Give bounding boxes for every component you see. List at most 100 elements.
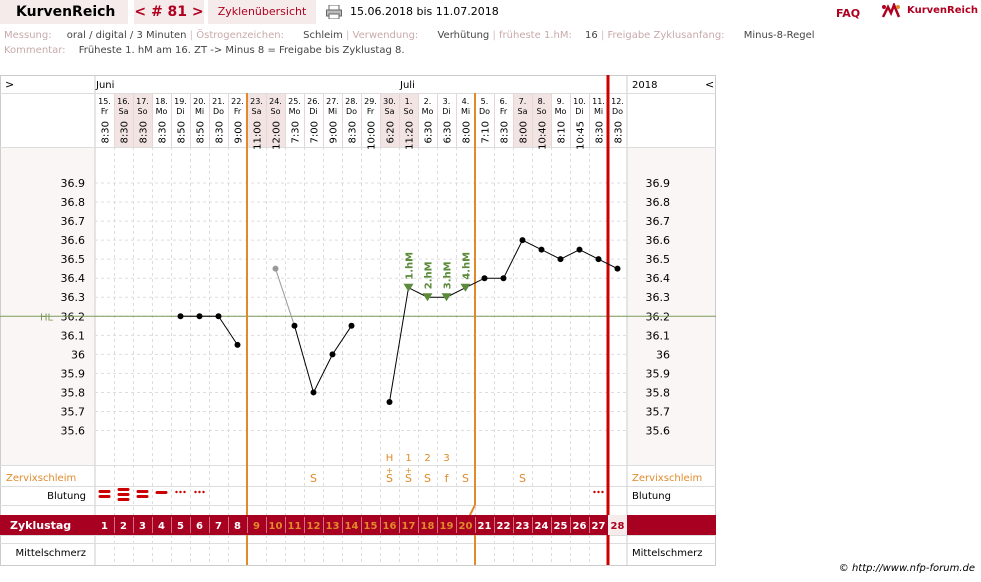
zervix-plus: + — [405, 466, 412, 475]
bleeding-stark — [98, 490, 111, 498]
cycle-day-number: 27 — [592, 521, 606, 532]
freigabe-label: Freigabe Zyklusanfang: — [607, 30, 725, 41]
y-tick-label-right: 36.6 — [646, 234, 671, 247]
day-weekday: Mo — [422, 107, 434, 116]
y-tick-label: 36.3 — [61, 291, 86, 304]
day-weekday: Fr — [367, 107, 375, 116]
day-time: 7:10 — [481, 121, 492, 143]
blutung-label: Blutung — [47, 491, 86, 502]
mittelschmerz-label-right: Mittelschmerz — [632, 548, 702, 559]
temperature-point — [291, 322, 298, 329]
cycle-day-number: 25 — [554, 521, 568, 532]
day-date: 6. — [500, 97, 508, 106]
cycle-day-number: 5 — [177, 521, 184, 532]
y-tick-label-right: 35.9 — [646, 367, 671, 380]
oestrogen-label: Östrogenzeichen: — [196, 30, 284, 41]
cycle-overview-link[interactable]: Zyklenübersicht — [208, 0, 316, 24]
day-time: 8:30 — [614, 121, 625, 143]
verwendung-label: Verwendung: — [352, 30, 419, 41]
peak-code: H — [386, 453, 394, 464]
day-date: 3. — [443, 97, 451, 106]
day-weekday: Sa — [385, 107, 395, 116]
verwendung-value: Verhütung — [437, 30, 490, 41]
day-date: 23. — [250, 97, 263, 106]
zervix-code: S — [405, 472, 412, 485]
day-date: 25. — [288, 97, 301, 106]
temperature-line — [294, 325, 352, 394]
cycle-navigation[interactable]: < # 81 > — [134, 0, 204, 24]
day-date: 28. — [345, 97, 358, 106]
day-date: 16. — [117, 97, 130, 106]
y-tick-label-right: 36.1 — [646, 329, 671, 342]
temperature-point — [272, 265, 279, 272]
day-date: 2. — [424, 97, 432, 106]
day-time: 8:30 — [500, 121, 511, 143]
day-time: 10:40 — [538, 121, 549, 150]
kommentar-value: Früheste 1. hM am 16. ZT -> Minus 8 = Fr… — [78, 45, 405, 56]
bleeding-schmierblutung — [194, 490, 205, 494]
day-time: 9:00 — [329, 121, 340, 143]
y-tick-label-right: 36.3 — [646, 291, 671, 304]
bleeding-stark — [136, 490, 149, 498]
messung-value: oral / digital / 3 Minuten — [66, 30, 187, 41]
day-weekday: Do — [479, 107, 490, 116]
cycle-day-number: 22 — [497, 521, 511, 532]
cycle-day-number: 10 — [269, 521, 283, 532]
day-date: 7. — [519, 97, 527, 106]
faq-link[interactable]: FAQ — [836, 7, 861, 20]
day-date: 11. — [592, 97, 605, 106]
day-weekday: Sa — [252, 107, 262, 116]
chart-nav-left[interactable]: > — [5, 78, 14, 91]
weekend-shade — [247, 93, 266, 147]
cycle-day-number: 7 — [215, 521, 222, 532]
day-weekday: Do — [346, 107, 357, 116]
print-icon[interactable] — [326, 5, 342, 19]
zervix-plus: + — [386, 466, 393, 475]
cycle-day-number: 28 — [611, 521, 625, 532]
temperature-point — [519, 237, 526, 244]
y-tick-label-right: 36.8 — [646, 196, 671, 209]
day-time: 7:00 — [310, 121, 321, 143]
kurvenreich-logo-icon[interactable] — [881, 3, 901, 21]
day-weekday: Fr — [234, 107, 242, 116]
day-weekday: Di — [575, 107, 583, 116]
day-date: 24. — [269, 97, 282, 106]
temperature-point — [538, 246, 545, 253]
day-time: 10:00 — [367, 121, 378, 150]
logo-text[interactable]: KurvenReich — [907, 5, 979, 16]
zervix-label-right: Zervixschleim — [632, 473, 702, 484]
day-weekday: Di — [442, 107, 450, 116]
y-tick-label-right: 35.8 — [646, 386, 671, 399]
fhm-label: früheste 1.hM: — [499, 30, 572, 41]
mittelschmerz-label: Mittelschmerz — [16, 548, 86, 559]
y-tick-label: 35.8 — [61, 386, 86, 399]
y-tick-label-right: 36.5 — [646, 253, 671, 266]
day-time: 8:30 — [139, 121, 150, 143]
day-weekday: Mo — [555, 107, 567, 116]
cycle-day-number: 14 — [345, 521, 359, 532]
y-tick-label: 36.5 — [61, 253, 86, 266]
bleeding-schmierblutung — [593, 490, 604, 494]
day-time: 12:00 — [272, 121, 283, 150]
excluded-connector — [275, 268, 295, 326]
high-measurement-point — [403, 283, 414, 292]
high-measurement-label: 1.hM — [405, 252, 416, 280]
zyklustag-label: Zyklustag — [10, 519, 71, 532]
bleeding-mittel — [155, 491, 168, 494]
blutung-label-right: Blutung — [632, 491, 671, 502]
chart-nav-right[interactable]: < — [705, 78, 714, 91]
day-date: 19. — [174, 97, 187, 106]
brand-title[interactable]: KurvenReich — [0, 0, 128, 24]
cycle-day-number: 3 — [139, 521, 146, 532]
temperature-point — [196, 313, 203, 320]
peak-code: 1 — [405, 453, 411, 464]
cycle-day-number: 23 — [516, 521, 530, 532]
day-time: 8:30 — [101, 121, 112, 143]
temperature-point — [310, 389, 317, 396]
y-tick-label-right: 35.7 — [646, 405, 671, 418]
day-weekday: So — [404, 107, 414, 116]
day-weekday: Do — [213, 107, 224, 116]
cycle-day-number: 17 — [402, 521, 416, 532]
y-tick-label: 36.8 — [61, 196, 86, 209]
temperature-point — [177, 313, 184, 320]
